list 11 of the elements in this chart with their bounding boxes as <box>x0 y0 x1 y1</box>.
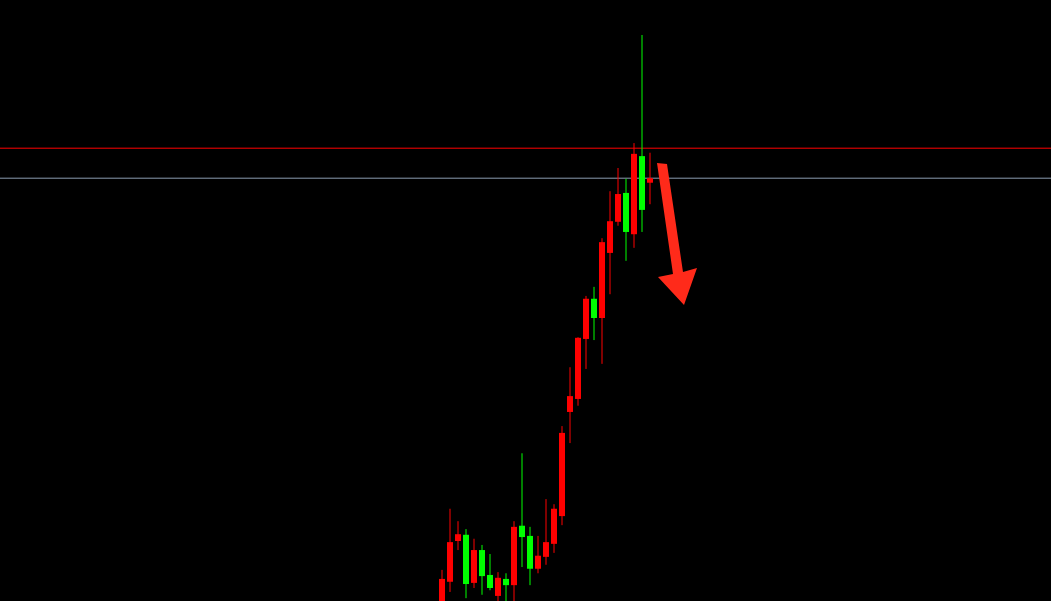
candlestick <box>591 286 597 341</box>
candlestick <box>455 520 461 551</box>
candlestick <box>519 452 525 568</box>
candlestick <box>535 535 541 574</box>
candlestick <box>487 553 493 591</box>
candlestick <box>543 498 549 566</box>
candlestick <box>567 366 573 444</box>
candlestick <box>503 572 509 601</box>
candlestick <box>439 569 445 601</box>
candlestick <box>495 571 501 601</box>
candlestick <box>647 152 653 205</box>
